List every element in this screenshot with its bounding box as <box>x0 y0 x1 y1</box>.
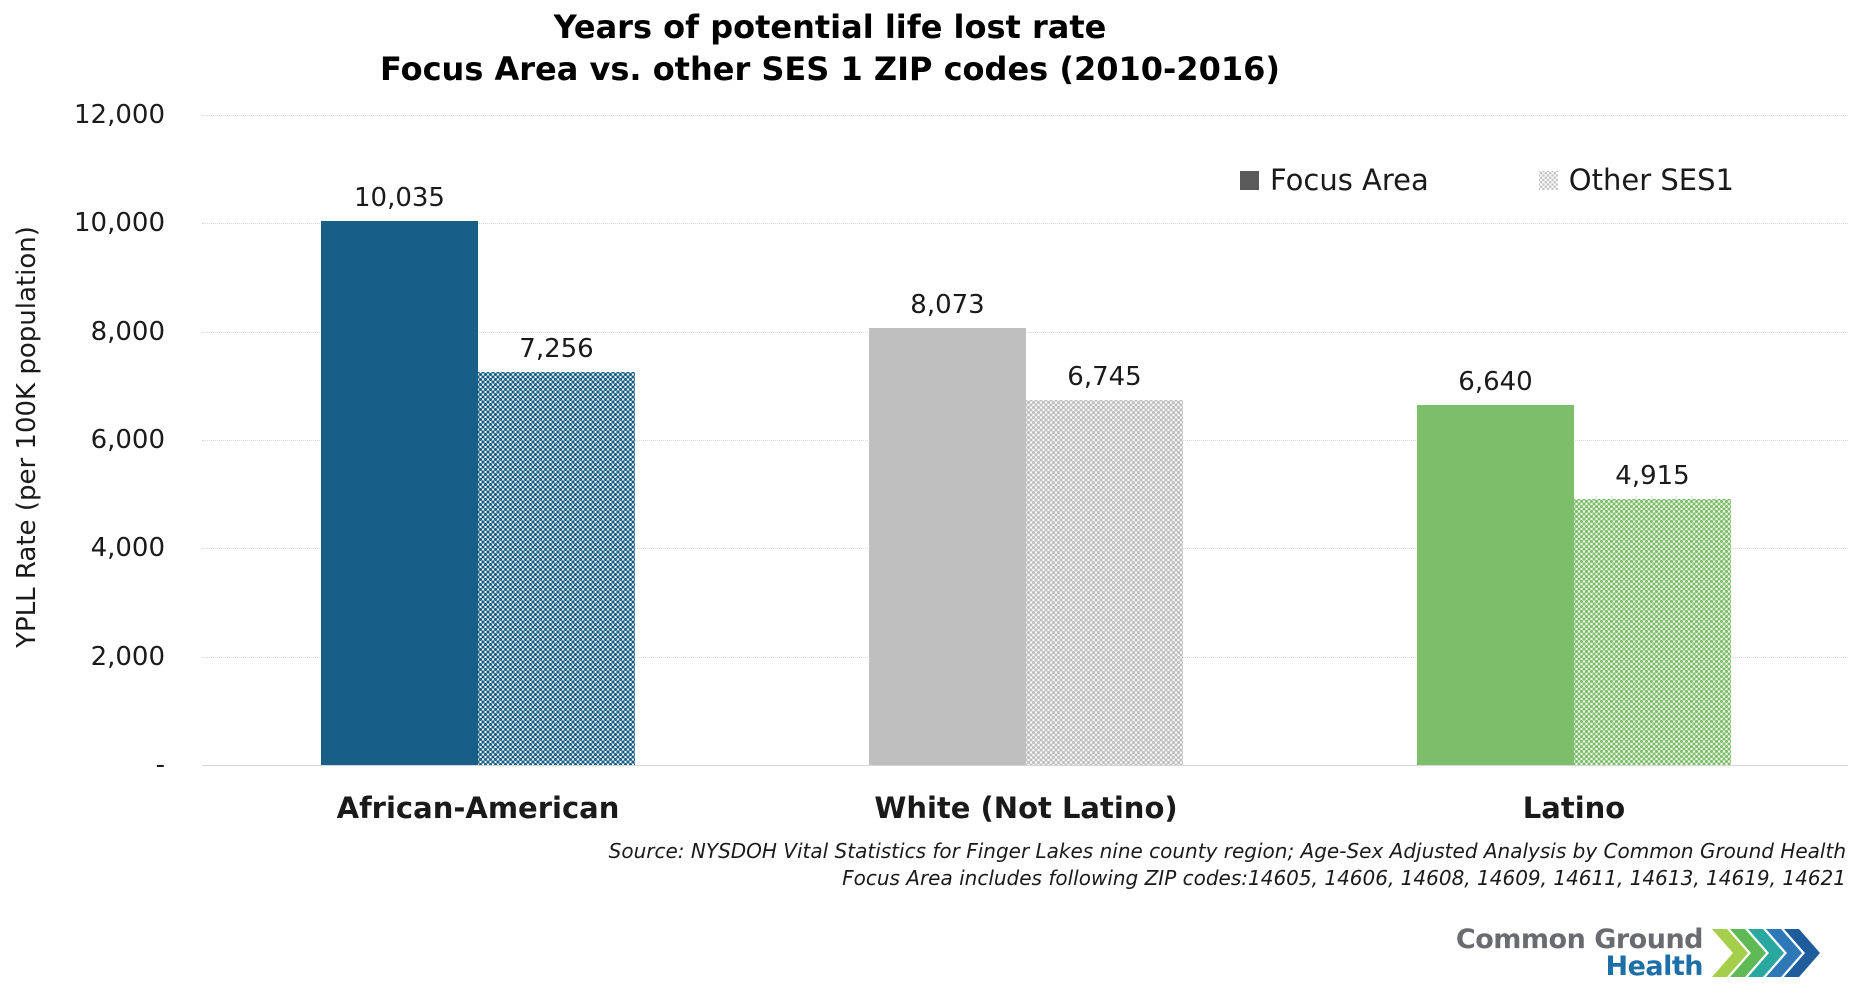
bar-focus-area-african-american <box>321 221 478 765</box>
bar-other-ses1-white-not-latino <box>1026 400 1183 765</box>
logo-text-line-2: Health <box>1605 951 1703 982</box>
bar-value-other-ses1-white-not-latino: 6,745 <box>1067 362 1142 392</box>
chevron-3 <box>1748 929 1784 977</box>
bar-focus-area-white-not-latino <box>869 328 1026 765</box>
chart-title-line-1: Years of potential life lost rate <box>553 8 1107 46</box>
y-tick-label-4000: 4,000 <box>90 533 165 563</box>
chart-title-line-2: Focus Area vs. other SES 1 ZIP codes (20… <box>380 50 1280 88</box>
category-label-latino: Latino <box>1522 791 1626 825</box>
legend-label-focus-area: Focus Area <box>1270 163 1429 197</box>
y-tick-label-12000: 12,000 <box>74 100 165 130</box>
bar-value-focus-area-african-american: 10,035 <box>354 183 445 213</box>
source-line-2: Focus Area includes following ZIP codes:… <box>842 866 1846 890</box>
y-tick-label-0: - <box>155 750 165 780</box>
logo-text: Common Ground Health <box>1455 924 1704 982</box>
chevrons-icon <box>1712 929 1820 977</box>
y-tick-label-8000: 8,000 <box>90 317 165 347</box>
y-tick-label-6000: 6,000 <box>90 425 165 455</box>
bar-other-ses1-latino <box>1574 499 1731 765</box>
gridline-12000 <box>202 115 1848 116</box>
chevron-5 <box>1784 929 1820 977</box>
bar-value-other-ses1-african-american: 7,256 <box>519 334 594 364</box>
legend-swatch-other-ses1 <box>1538 170 1558 190</box>
y-tick-label-10000: 10,000 <box>74 208 165 238</box>
legend-item-focus-area: Focus Area <box>1240 163 1429 197</box>
legend-swatch-focus-area <box>1240 170 1259 190</box>
legend-label-other-ses1: Other SES1 <box>1568 163 1734 197</box>
bar-value-focus-area-white-not-latino: 8,073 <box>910 290 985 320</box>
common-ground-health-logo: Common Ground Health <box>1456 926 1820 980</box>
chevron-2 <box>1730 929 1766 977</box>
chevron-1 <box>1712 929 1748 977</box>
y-tick-label-2000: 2,000 <box>90 642 165 672</box>
bar-other-ses1-african-american <box>478 372 635 765</box>
chart-title: Years of potential life lost rate Focus … <box>0 6 1660 90</box>
category-label-white-not-latino: White (Not Latino) <box>874 791 1178 825</box>
source-note: Source: NYSDOH Vital Statistics for Fing… <box>609 838 1846 892</box>
legend-item-other-ses1: Other SES1 <box>1538 163 1734 197</box>
bar-value-other-ses1-latino: 4,915 <box>1615 461 1690 491</box>
bar-value-focus-area-latino: 6,640 <box>1458 367 1533 397</box>
category-label-african-american: African-American <box>336 791 620 825</box>
chevron-4 <box>1766 929 1802 977</box>
gridline-10000 <box>202 223 1848 224</box>
legend: Focus Area Other SES1 <box>1240 163 1734 197</box>
source-line-1: Source: NYSDOH Vital Statistics for Fing… <box>608 839 1846 863</box>
gridline-0 <box>202 765 1848 766</box>
logo-text-line-1: Common Ground <box>1455 924 1704 955</box>
bar-focus-area-latino <box>1417 405 1574 765</box>
